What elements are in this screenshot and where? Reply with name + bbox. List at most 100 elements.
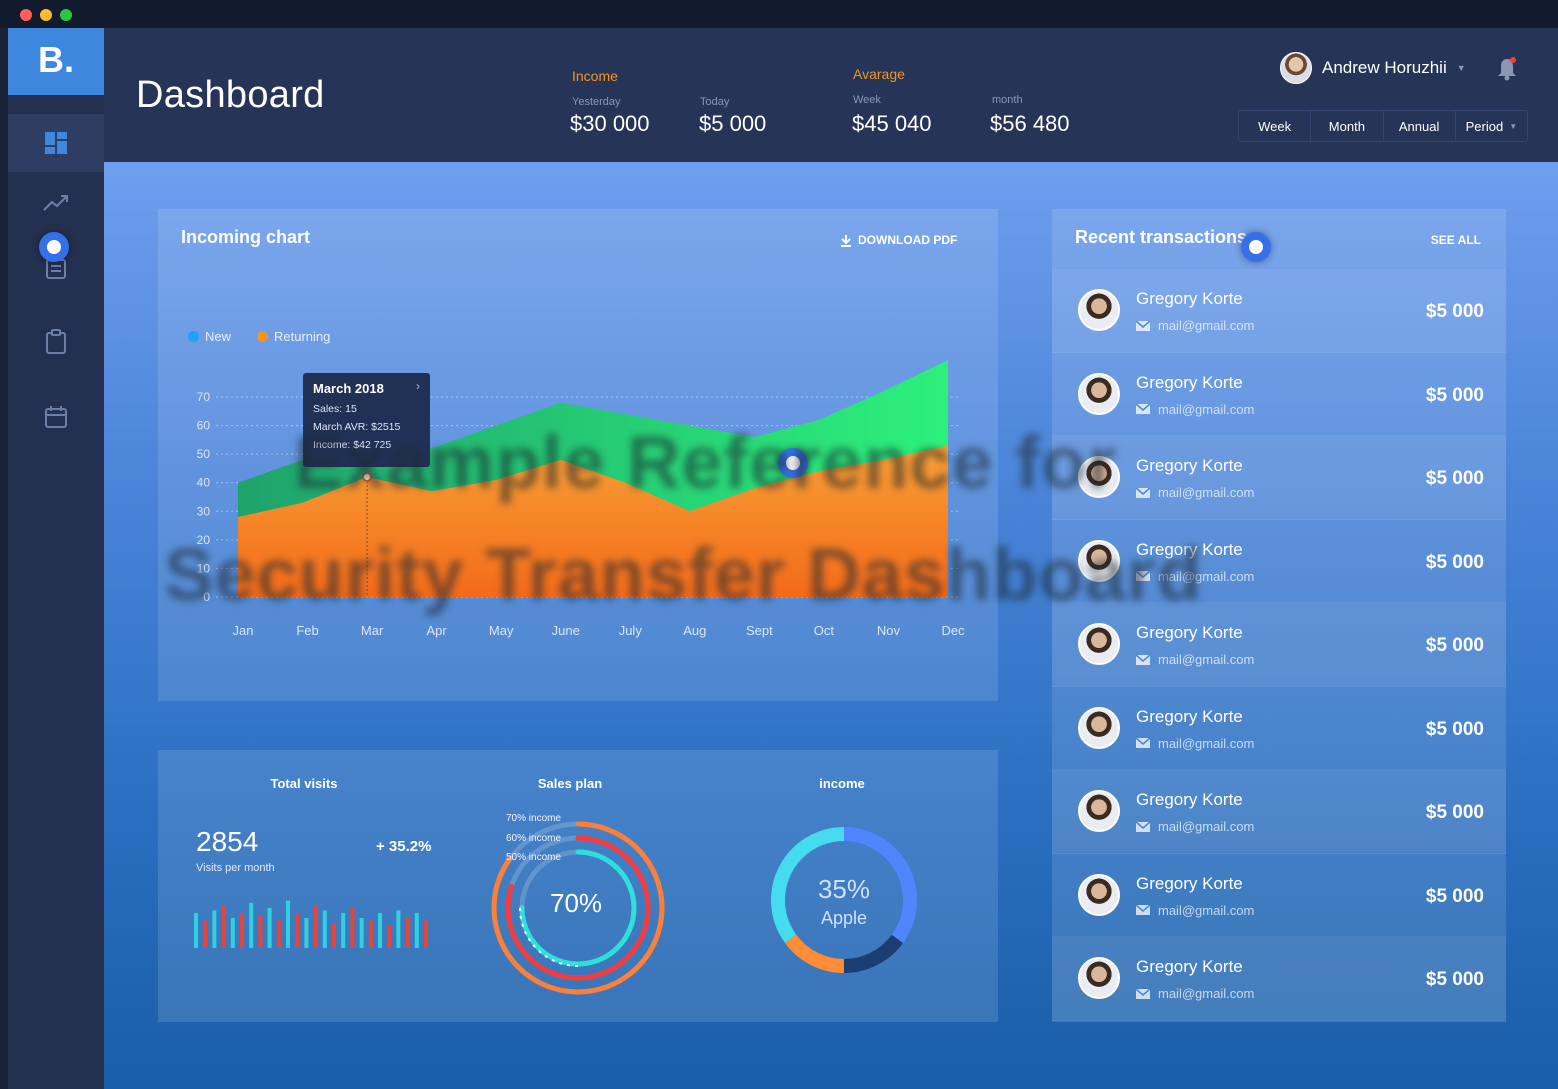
highlight-point[interactable] <box>362 472 373 482</box>
series-area-returning[interactable] <box>238 445 948 597</box>
tab-month[interactable]: Month <box>1311 111 1384 141</box>
transaction-name: Gregory Korte <box>1136 289 1243 308</box>
ring-arc <box>491 821 665 995</box>
transaction-amount: $5 000 <box>1425 635 1484 656</box>
incoming-chart-card: Incoming chart DOWNLOAD PDF New Returnin… <box>158 209 998 701</box>
tab-annual[interactable]: Annual <box>1384 111 1456 141</box>
chevron-right-icon[interactable]: › <box>416 379 420 393</box>
y-tick-label: 60 <box>197 419 211 433</box>
visit-bar <box>341 913 346 948</box>
minimize-window-button[interactable] <box>40 9 52 21</box>
transaction-row[interactable]: Gregory Korte mail@gmail.com $5 000 <box>1052 770 1506 854</box>
sidebar-item-calendar[interactable] <box>8 388 104 446</box>
x-tick-label: Nov <box>877 623 901 638</box>
total-visits-title: Total visits <box>270 776 338 791</box>
chevron-down-icon: ▼ <box>1456 63 1466 73</box>
transaction-email-text: mail@gmail.com <box>1158 485 1255 500</box>
x-tick-label: Aug <box>683 623 706 638</box>
sales-plan-label-1: 70% income <box>506 813 562 824</box>
transaction-amount: $5 000 <box>1425 802 1484 823</box>
app-logo[interactable]: B. <box>8 28 104 95</box>
tab-period[interactable]: Period ▼ <box>1456 111 1527 141</box>
watermark-line-2: Security Transfer Dashboard <box>164 533 1203 616</box>
transaction-amount: $5 000 <box>1425 468 1484 489</box>
transaction-row[interactable]: Gregory Korte mail@gmail.com $5 000 <box>1052 687 1506 770</box>
avatar <box>1078 957 1120 999</box>
income-yesterday-value: $30 000 <box>570 111 650 136</box>
maximize-window-button[interactable] <box>60 9 72 21</box>
visit-bar <box>286 900 290 948</box>
x-tick-label: Oct <box>814 623 835 638</box>
cursor-indicator <box>1241 232 1271 262</box>
avatar <box>1078 372 1120 415</box>
cursor-indicator <box>39 232 69 262</box>
transaction-name: Gregory Korte <box>1136 706 1243 726</box>
income-donut-percent: 35% <box>817 874 871 904</box>
tab-period-label: Period <box>1465 118 1504 134</box>
transaction-row[interactable]: Gregory Korte mail@gmail.com $5 000 <box>1052 854 1506 937</box>
see-all-link[interactable]: SEE ALL <box>1430 233 1481 247</box>
visit-bar <box>313 905 318 948</box>
legend-item-returning[interactable]: Returning <box>257 329 330 344</box>
main-content: Incoming chart DOWNLOAD PDF New Returnin… <box>104 162 1558 1089</box>
trend-icon <box>43 195 68 211</box>
sidebar-item-dashboard[interactable] <box>8 114 104 172</box>
sidebar-item-trends[interactable] <box>8 174 104 232</box>
page-title: Dashboard <box>136 74 325 116</box>
transaction-row[interactable]: Gregory Korte mail@gmail.com $5 000 <box>1052 520 1506 603</box>
transaction-amount: $5 000 <box>1425 885 1484 907</box>
transaction-email-text: mail@gmail.com <box>1158 568 1255 584</box>
transaction-amount: $5 000 <box>1425 969 1484 990</box>
total-visits-change: + 35.2% <box>376 838 432 855</box>
tooltip-sales: Sales: 15 <box>313 403 357 415</box>
tab-week[interactable]: Week <box>1239 111 1312 141</box>
transaction-row[interactable]: Gregory Korte mail@gmail.com $5 000 <box>1052 937 1506 1021</box>
visit-bar <box>304 918 309 948</box>
total-visits-value: 2854 <box>196 826 259 857</box>
close-window-button[interactable] <box>20 9 32 21</box>
y-tick-label: 10 <box>197 561 211 575</box>
mail-icon <box>1136 571 1150 581</box>
sales-plan-title: Sales plan <box>537 776 603 791</box>
legend-item-new[interactable]: New <box>188 329 231 344</box>
income-donut-chart <box>771 827 917 973</box>
sales-plan-label-2: 60% income <box>506 833 562 844</box>
visit-bar <box>276 920 281 948</box>
transaction-row[interactable]: Gregory Korte mail@gmail.com $5 000 <box>1052 603 1506 687</box>
x-tick-label: Apr <box>427 623 448 638</box>
user-menu[interactable]: Andrew Horuzhii ▼ <box>1280 52 1466 84</box>
visit-bar <box>203 920 208 948</box>
recent-transactions-title: Recent transactions <box>1075 227 1248 247</box>
clipboard-icon <box>46 329 66 354</box>
avatar <box>1078 706 1120 749</box>
transaction-email: mail@gmail.com <box>1136 569 1254 584</box>
visit-bar <box>414 913 419 948</box>
sales-plan-label-3: 50% income <box>506 852 562 863</box>
notifications-button[interactable] <box>1496 56 1518 87</box>
transaction-row[interactable]: Gregory Korte mail@gmail.com $5 000 <box>1052 353 1506 436</box>
download-pdf-button[interactable]: DOWNLOAD PDF <box>840 233 957 247</box>
total-visits-caption: Visits per month <box>196 862 275 874</box>
transaction-name: Gregory Korte <box>1136 790 1243 809</box>
visit-bar <box>332 923 336 948</box>
visit-bar <box>249 903 254 948</box>
user-name: Andrew Horuzhii <box>1322 58 1447 77</box>
income-donut-title: income <box>819 776 865 791</box>
visit-bar <box>359 918 364 948</box>
transaction-email: mail@gmail.com <box>1136 652 1254 667</box>
avatar <box>1078 456 1120 498</box>
transaction-name: Gregory Korte <box>1136 623 1243 642</box>
cursor-indicator <box>778 448 808 478</box>
transaction-name: Gregory Korte <box>1136 957 1243 976</box>
visit-bar <box>350 908 355 948</box>
mail-icon <box>1136 404 1150 414</box>
donut-segment <box>771 827 917 973</box>
transaction-row[interactable]: Gregory Korte mail@gmail.com $5 000 <box>1052 269 1506 353</box>
recent-transactions-card: Recent transactions SEE ALL Gregory Kort… <box>1052 209 1506 1022</box>
transaction-email-text: mail@gmail.com <box>1158 902 1255 918</box>
x-tick-label: Dec <box>941 623 965 638</box>
transaction-row[interactable]: Gregory Korte mail@gmail.com $5 000 <box>1052 436 1506 520</box>
sidebar-item-reports[interactable] <box>8 313 104 371</box>
x-tick-label: July <box>619 623 643 638</box>
